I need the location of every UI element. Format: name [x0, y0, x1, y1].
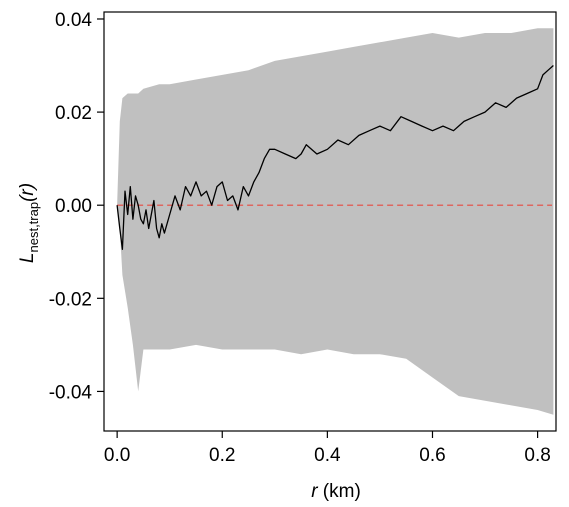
y-tick-label: -0.02 — [49, 289, 92, 310]
x-axis-label-variable: r — [311, 481, 318, 502]
x-tick-label: 0.8 — [524, 445, 550, 466]
y-tick-label: 0.04 — [55, 10, 92, 31]
y-axis-label-subscript: nest,trap — [26, 202, 41, 253]
observed-l-function-line — [116, 65, 554, 251]
plot-frame — [103, 11, 557, 432]
y-axis-label: Lnest,trap(r) — [17, 183, 41, 263]
y-axis-label-tail: (r) — [17, 183, 38, 202]
y-tick-label: -0.04 — [49, 382, 93, 403]
y-tick-label: 0.02 — [55, 103, 92, 124]
y-axis-label-main: L — [17, 253, 38, 264]
x-tick-label: 0.6 — [419, 445, 445, 466]
x-tick-label: 0.4 — [314, 445, 341, 466]
plot-area — [116, 28, 554, 415]
y-axis: -0.04 -0.02 0.00 0.02 0.04 — [49, 10, 104, 403]
x-tick-label: 0.0 — [104, 445, 130, 466]
y-tick-label: 0.00 — [55, 196, 92, 217]
simulation-envelope — [117, 28, 554, 415]
x-tick-label: 0.2 — [209, 445, 235, 466]
x-axis-label: r (km) — [311, 481, 361, 502]
x-axis-label-unit: (km) — [318, 481, 361, 502]
x-axis: 0.0 0.2 0.4 0.6 0.8 — [104, 431, 551, 466]
